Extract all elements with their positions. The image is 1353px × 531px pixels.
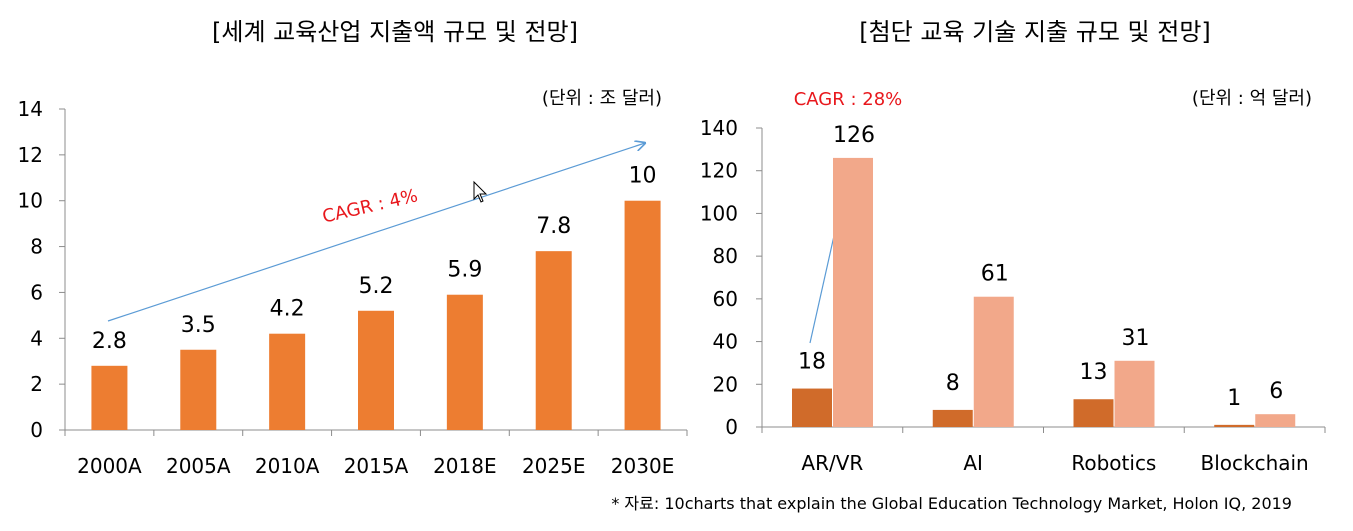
left-bar	[446, 294, 483, 430]
left-category-label: 2010A	[255, 454, 320, 478]
left-cagr-arrow	[107, 143, 645, 322]
right-bar-value-label: 6	[1269, 379, 1283, 404]
right-bar-value-label: 13	[1080, 360, 1108, 385]
right-category-label: AR/VR	[801, 451, 863, 475]
right-chart-title: [첨단 교육 기술 지출 규모 및 전망]	[859, 18, 1211, 46]
right-bar-2018	[792, 388, 832, 427]
left-bar-value-label: 3.5	[181, 313, 216, 338]
right-bar-value-label: 126	[833, 123, 875, 148]
source-note: * 자료: 10charts that explain the Global E…	[611, 494, 1292, 513]
left-y-tick-label: 14	[18, 97, 43, 121]
left-category-label: 2015A	[344, 454, 409, 478]
left-y-tick-label: 10	[18, 189, 43, 213]
left-chart-cagr-label: CAGR : 4%	[320, 185, 419, 227]
left-bar	[535, 251, 572, 430]
left-y-tick-label: 12	[18, 143, 43, 167]
right-bar-value-label: 31	[1122, 326, 1150, 351]
left-category-label: 2005A	[166, 454, 231, 478]
left-chart-title: [세계 교육산업 지출액 규모 및 전망]	[212, 18, 578, 46]
right-bar-2018	[1073, 399, 1114, 427]
left-bar	[358, 310, 394, 430]
right-y-tick-label: 60	[713, 287, 738, 311]
right-bar-value-label: 18	[798, 350, 826, 375]
left-chart-unit: (단위 : 조 달러)	[542, 88, 662, 109]
left-y-tick-label: 6	[30, 280, 43, 304]
right-y-tick-label: 100	[700, 201, 738, 225]
right-chart-plot: 02040608010012014018126AR/VR861AI1331Rob…	[700, 116, 1326, 475]
right-y-tick-label: 140	[700, 116, 738, 140]
left-bar-value-label: 7.8	[536, 214, 571, 239]
right-y-tick-label: 40	[713, 330, 738, 354]
mouse-cursor-icon	[473, 180, 488, 203]
left-bar-value-label: 2.8	[92, 329, 127, 354]
left-bar-value-label: 5.9	[447, 258, 482, 283]
right-y-tick-label: 20	[713, 372, 738, 396]
right-bar-value-label: 1	[1227, 386, 1241, 411]
left-bar-value-label: 5.2	[359, 274, 394, 299]
left-bar-value-label: 4.2	[270, 297, 305, 322]
left-chart-plot: 0 2 4 6 8 10 12 14 2.8 2000A 3.5 2005A 4.2 2010A 5.2 20…	[18, 97, 688, 478]
right-chart-unit: (단위 : 억 달러)	[1192, 88, 1312, 109]
left-bar	[180, 349, 217, 430]
left-bar-value-label: 10	[629, 164, 657, 189]
left-y-tick-label: 4	[30, 326, 43, 350]
right-y-tick-label: 80	[713, 244, 738, 268]
right-bar-2018	[932, 409, 973, 427]
right-y-tick-label: 120	[700, 159, 738, 183]
right-bar-2025	[833, 157, 873, 427]
right-category-label: AI	[963, 451, 983, 475]
left-y-tick-label: 8	[30, 235, 43, 259]
left-y-tick-label: 0	[30, 418, 43, 442]
right-bar-value-label: 8	[946, 371, 960, 396]
left-bar	[269, 333, 306, 430]
right-bar-2025	[1255, 414, 1296, 427]
left-y-tick-label: 2	[30, 372, 43, 396]
right-bar-2025	[973, 296, 1014, 427]
left-bar	[624, 200, 661, 430]
right-bar-2018	[1214, 424, 1255, 427]
left-category-label: 2018E	[433, 454, 497, 478]
left-category-label: 2025E	[522, 454, 586, 478]
right-y-tick-label: 0	[725, 415, 738, 439]
left-bar	[91, 365, 128, 430]
right-category-label: Blockchain	[1200, 451, 1308, 475]
right-bar-value-label: 61	[981, 262, 1009, 287]
left-category-label: 2000A	[77, 454, 142, 478]
right-chart-cagr-label: CAGR : 28%	[794, 89, 903, 110]
right-bar-2025	[1114, 360, 1155, 427]
left-category-label: 2030E	[611, 454, 675, 478]
right-category-label: Robotics	[1071, 451, 1156, 475]
